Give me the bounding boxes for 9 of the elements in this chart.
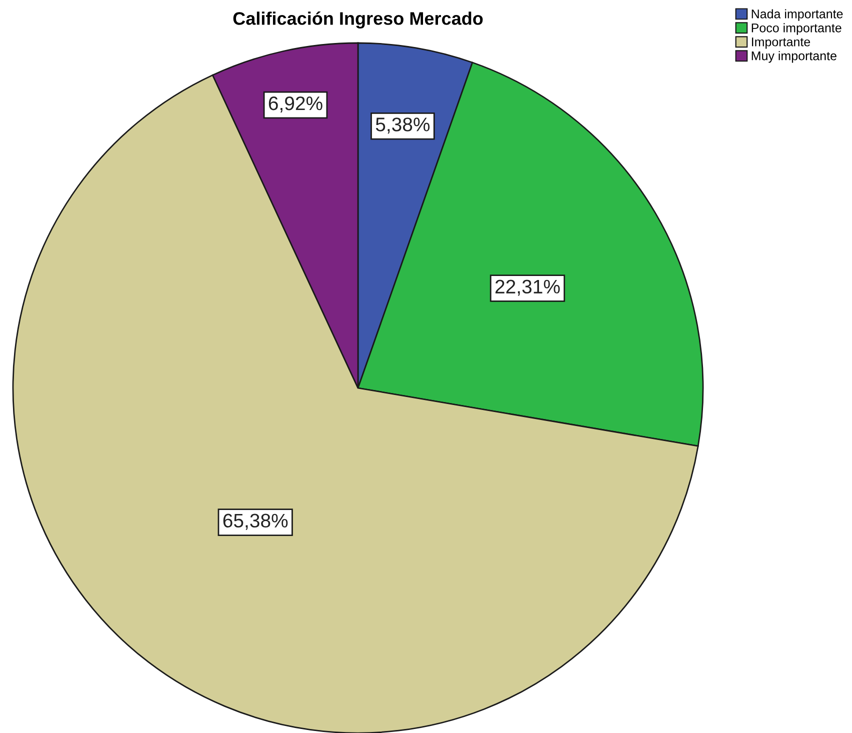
legend-label: Poco importante [752, 23, 842, 35]
legend-label: Importante [752, 38, 810, 49]
data-label: 5,38% [376, 118, 430, 134]
data-label: 6,92% [268, 96, 322, 113]
legend-label: Nada importante [752, 9, 843, 21]
data-label: 65,38% [223, 514, 288, 530]
legend-label: Muy importante [752, 51, 836, 63]
chart-title: Calificación Ingreso Mercado [233, 11, 483, 29]
data-label: 22,31% [496, 280, 560, 296]
